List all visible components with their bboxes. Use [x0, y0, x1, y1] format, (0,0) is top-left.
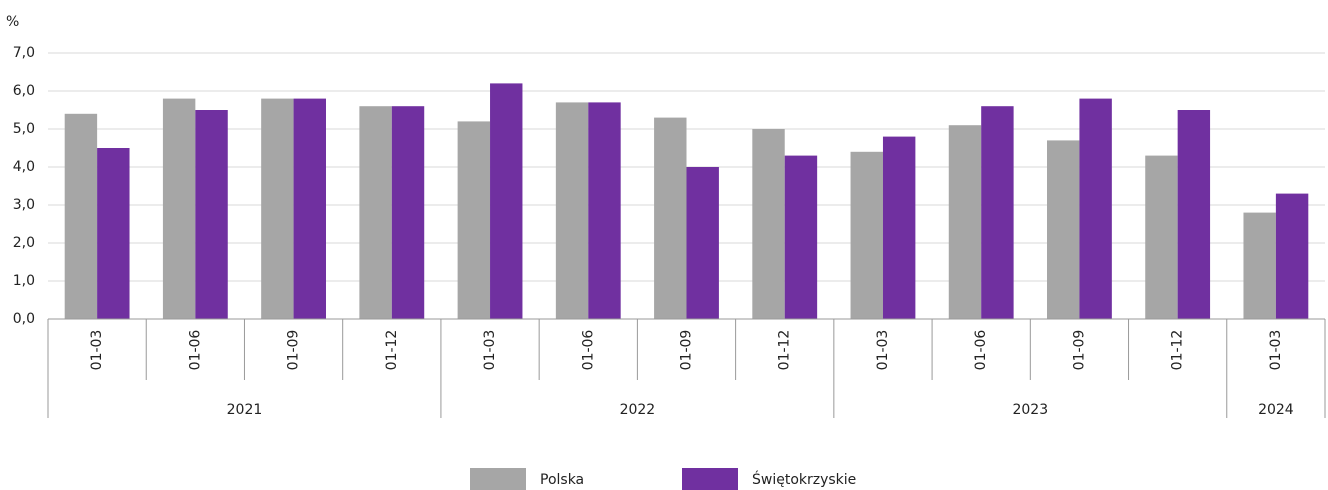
- bar: [654, 117, 687, 319]
- bar: [359, 106, 392, 319]
- bar: [195, 110, 228, 319]
- y-tick-label: 7,0: [13, 45, 35, 61]
- bar: [784, 155, 818, 319]
- x-tick-label: 01-03: [1268, 330, 1284, 371]
- bar: [391, 106, 425, 319]
- bar: [882, 136, 916, 319]
- x-tick-label: 01-12: [777, 330, 793, 371]
- bar: [293, 98, 326, 319]
- bar: [97, 148, 130, 319]
- bar: [261, 98, 294, 319]
- y-tick-label: 1,0: [13, 273, 35, 289]
- legend-swatch: [682, 468, 738, 490]
- y-tick-label: 4,0: [13, 159, 35, 175]
- group-label: 2023: [1012, 402, 1048, 418]
- bar: [457, 121, 491, 320]
- bar: [686, 167, 719, 319]
- legend-label: Polska: [540, 472, 584, 488]
- y-tick-label: 5,0: [13, 121, 35, 137]
- bar: [490, 83, 523, 320]
- y-tick-label: 6,0: [13, 83, 35, 99]
- bar: [948, 125, 982, 319]
- bar: [162, 98, 196, 319]
- bar: [64, 113, 98, 319]
- x-tick-label: 01-09: [679, 330, 695, 371]
- x-tick-label: 01-09: [1071, 330, 1087, 371]
- bar: [1145, 155, 1178, 319]
- bar: [1275, 193, 1309, 319]
- legend-label: Świętokrzyskie: [752, 470, 856, 488]
- bar: [1047, 140, 1080, 319]
- y-tick-label: 3,0: [13, 197, 35, 213]
- bar: [555, 102, 589, 320]
- x-tick-label: 01-09: [286, 330, 302, 371]
- y-tick-label: 0,0: [13, 311, 35, 327]
- bar: [1243, 212, 1276, 319]
- bar: [752, 129, 785, 319]
- group-label: 2024: [1258, 402, 1294, 418]
- group-label: 2022: [620, 402, 656, 418]
- x-tick-label: 01-03: [482, 330, 498, 371]
- x-tick-label: 01-06: [973, 330, 989, 371]
- x-tick-label: 01-06: [187, 330, 203, 371]
- group-label: 2021: [227, 402, 263, 418]
- bar: [981, 106, 1014, 319]
- bar: [588, 102, 621, 320]
- x-tick-label: 01-06: [580, 330, 596, 371]
- y-unit: %: [6, 14, 19, 30]
- bar: [1177, 110, 1211, 319]
- x-tick-label: 01-12: [384, 330, 400, 371]
- x-tick-label: 01-03: [89, 330, 105, 371]
- x-tick-label: 01-03: [875, 330, 891, 371]
- y-tick-label: 2,0: [13, 235, 35, 251]
- legend-swatch: [470, 468, 526, 490]
- bar: [1079, 98, 1112, 319]
- bar: [850, 151, 883, 319]
- x-tick-label: 01-12: [1170, 330, 1186, 371]
